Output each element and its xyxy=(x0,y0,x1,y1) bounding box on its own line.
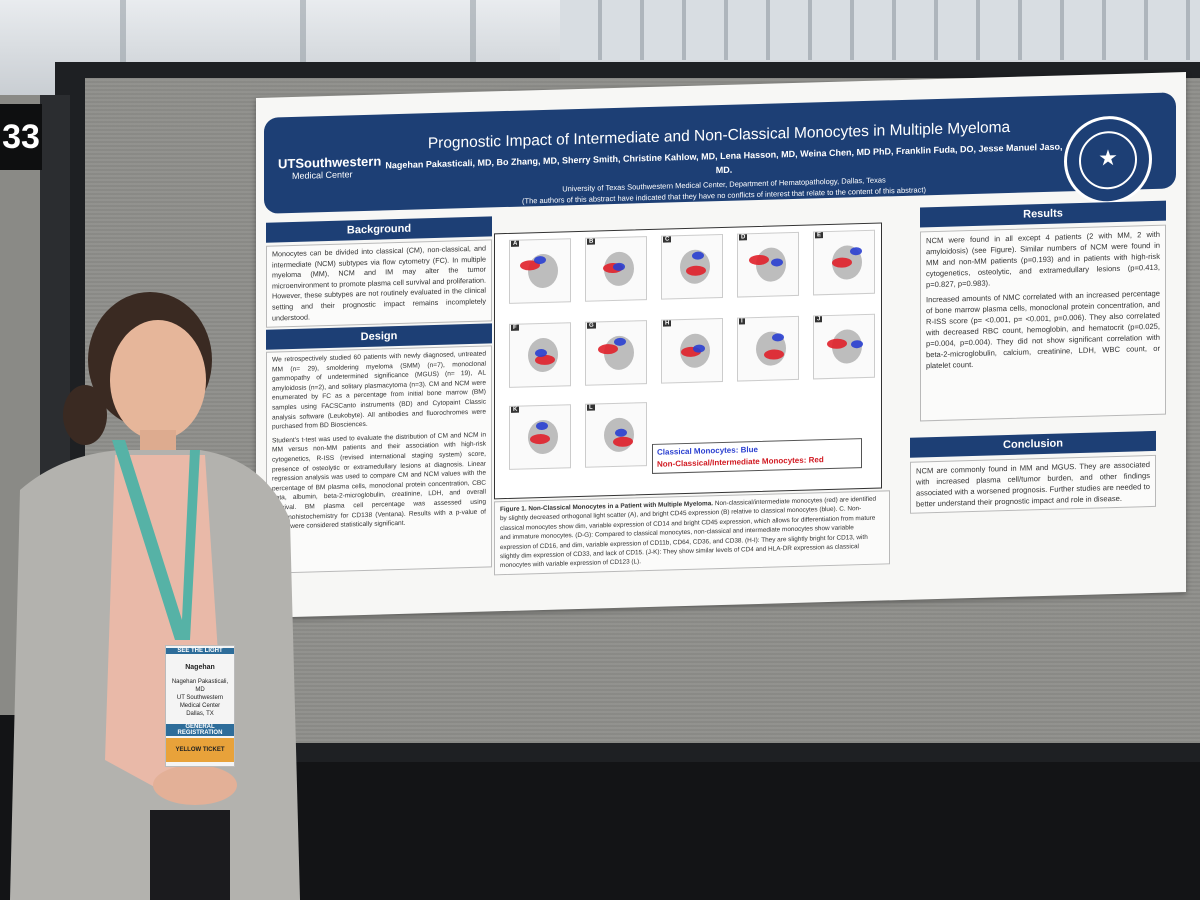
panel-letter: L xyxy=(587,404,595,411)
panel-letter: K xyxy=(511,406,520,413)
institution-logo: UTSouthwestern Medical Center xyxy=(278,154,381,184)
panel-letter: H xyxy=(663,320,672,327)
scatter-panel-d: D xyxy=(737,231,799,298)
panel-letter: B xyxy=(587,238,596,245)
badge-ticket: YELLOW TICKET xyxy=(166,738,234,762)
results-heading: Results xyxy=(920,200,1166,228)
panel-letter: A xyxy=(511,240,520,247)
hands xyxy=(153,765,237,805)
figure-caption: Figure 1. Non-Classical Monocytes in a P… xyxy=(494,490,890,576)
scatter-panel-l: L xyxy=(585,402,647,468)
face xyxy=(110,320,206,440)
name-badge: SEE THE LIGHT Nagehan Nagehan Pakastical… xyxy=(165,645,235,767)
scatter-panel-a: A xyxy=(509,238,571,304)
lanyard xyxy=(112,440,200,640)
results-text-1: NCM were found in all except 4 patients … xyxy=(926,229,1160,290)
booth-number: 33 xyxy=(0,104,42,170)
badge-name: Nagehan xyxy=(185,664,215,671)
seal-inner-ring: ★ xyxy=(1079,130,1137,191)
university-seal-icon: ★ xyxy=(1064,114,1152,206)
poster-header: UTSouthwestern Medical Center Prognostic… xyxy=(264,92,1176,214)
ceiling-windows xyxy=(560,0,1200,60)
results-box: NCM were found in all except 4 patients … xyxy=(920,224,1166,422)
panel-letter: I xyxy=(739,318,745,325)
panel-letter: G xyxy=(587,322,596,329)
scatter-panel-g: G xyxy=(585,320,647,386)
scatter-panel-h: H xyxy=(661,317,723,384)
badge-city: Dallas, TX xyxy=(186,711,214,717)
figure-legend: Classical Monocytes: Blue Non-Classical/… xyxy=(652,438,862,474)
scatter-panel-f: F xyxy=(509,322,571,388)
poster: UTSouthwestern Medical Center Prognostic… xyxy=(256,72,1186,618)
logo-line2: Medical Center xyxy=(292,169,353,181)
hair-bun xyxy=(63,385,107,445)
badge-event: SEE THE LIGHT xyxy=(166,648,234,654)
panel-letter: E xyxy=(815,232,824,239)
panel-letter: F xyxy=(511,324,519,331)
badge-registration: GENERAL REGISTRATION xyxy=(166,724,234,736)
figure-panels: A B C D E F G H I J K L xyxy=(495,224,881,470)
panel-letter: J xyxy=(815,316,823,323)
presenter-person xyxy=(10,292,300,900)
results-text-2: Increased amounts of NMC correlated with… xyxy=(926,288,1160,371)
ceiling-beam xyxy=(300,0,306,95)
background-heading: Background xyxy=(266,216,492,243)
ceiling-beam xyxy=(470,0,476,95)
scatter-panel-k: K xyxy=(509,404,571,470)
conclusion-heading: Conclusion xyxy=(910,430,1156,458)
scatter-panel-b: B xyxy=(585,236,647,302)
scatter-panel-e: E xyxy=(813,229,875,296)
badge-full-name: Nagehan Pakasticali, MD xyxy=(171,679,229,693)
pants xyxy=(150,810,230,900)
ceiling-beam xyxy=(120,0,126,95)
scatter-panel-j: J xyxy=(813,313,875,380)
conclusion-text: NCM are commonly found in MM and MGUS. T… xyxy=(910,454,1156,514)
badge-details: Nagehan Pakasticali, MD UT Southwestern … xyxy=(168,678,232,718)
flow-cytometry-figure: A B C D E F G H I J K L Classical Monocytes: Blue N… xyxy=(494,222,882,500)
star-icon: ★ xyxy=(1098,144,1118,171)
scatter-panel-i: I xyxy=(737,315,799,382)
panel-letter: D xyxy=(739,234,748,241)
badge-org: UT Southwestern Medical Center xyxy=(176,695,224,709)
panel-letter: C xyxy=(663,236,672,243)
scatter-panel-c: C xyxy=(661,233,723,300)
